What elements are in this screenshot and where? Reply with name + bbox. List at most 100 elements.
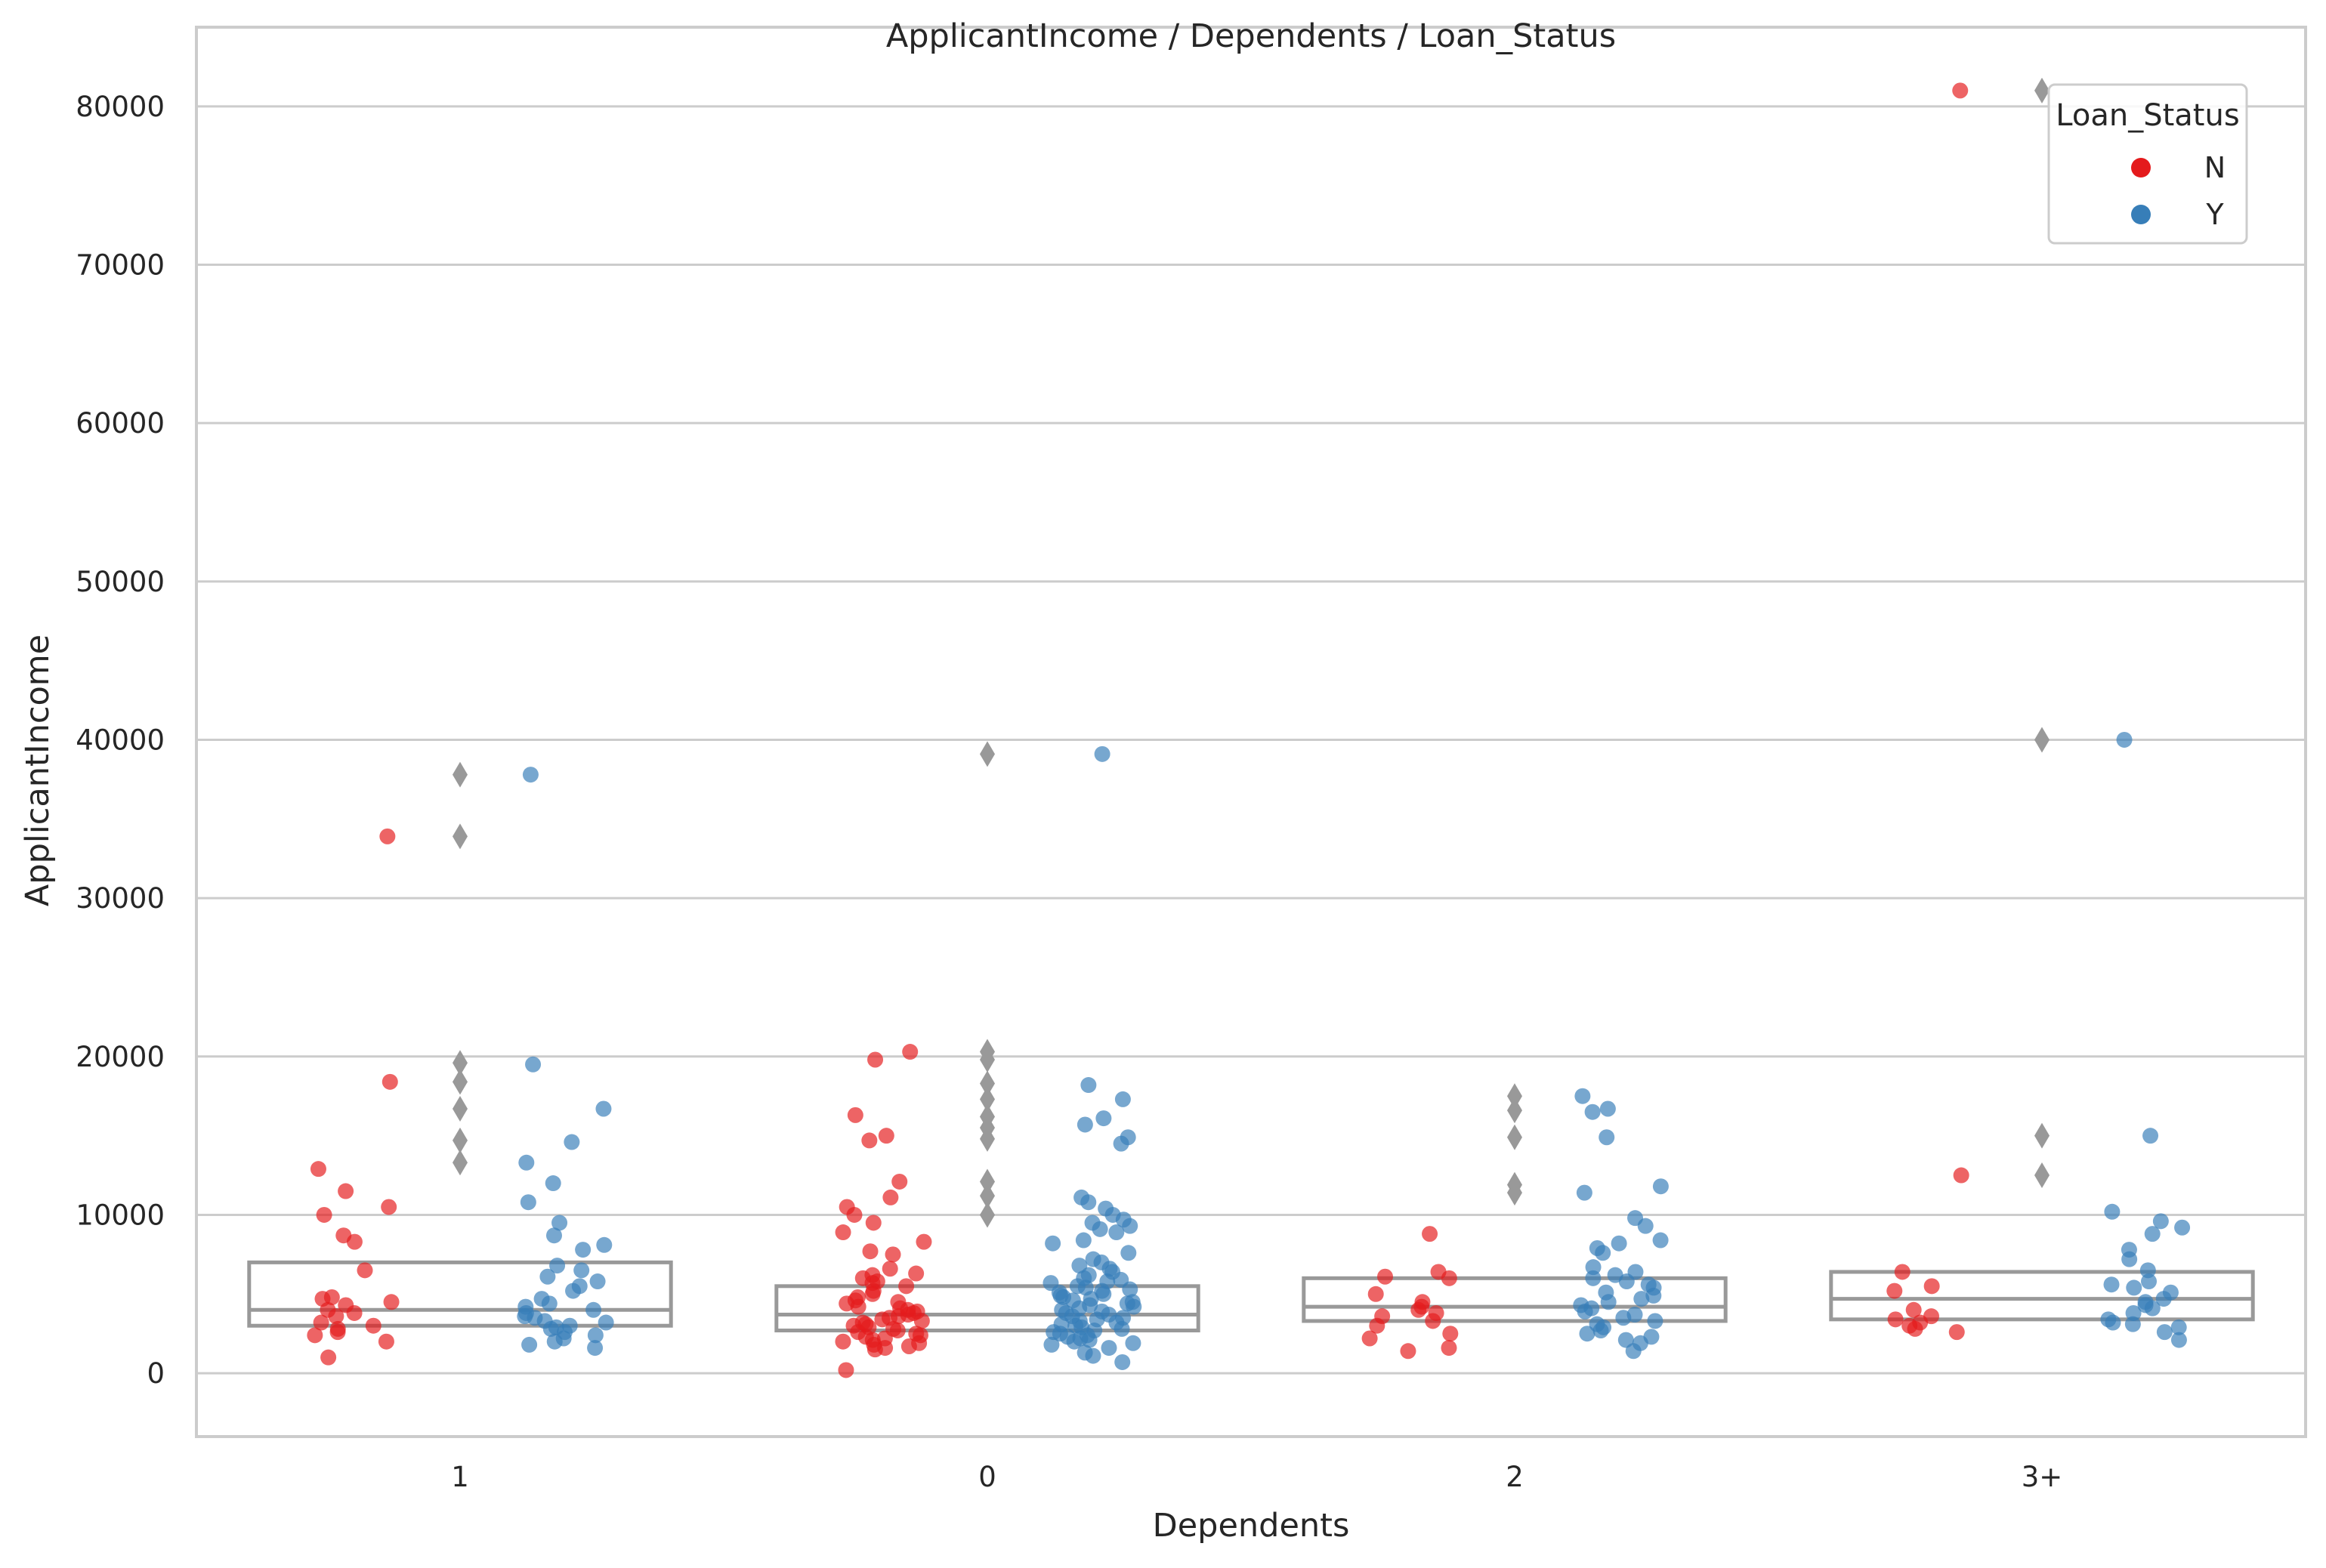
outlier-marker [980, 1047, 995, 1073]
point-n [908, 1265, 925, 1282]
legend-label-n: N [2204, 151, 2226, 184]
point-y [2121, 1251, 2138, 1267]
point-y [1066, 1333, 1083, 1350]
point-y [1595, 1245, 1611, 1261]
point-n [1886, 1282, 1903, 1299]
y-tick-label: 70000 [76, 248, 165, 281]
point-y [1576, 1184, 1592, 1201]
point-y [2170, 1319, 2187, 1335]
point-y [549, 1258, 566, 1274]
outlier-marker [2034, 1122, 2050, 1149]
point-n [381, 1199, 397, 1215]
point-y [587, 1340, 604, 1357]
point-y [2103, 1276, 2120, 1293]
point-n [1953, 1167, 1969, 1184]
point-n [874, 1311, 891, 1328]
point-y [2144, 1226, 2161, 1242]
point-n [913, 1313, 930, 1329]
point-y [1085, 1347, 1101, 1364]
point-n [866, 1341, 883, 1358]
outlier-marker [2034, 727, 2050, 753]
point-y [1120, 1245, 1137, 1261]
point-n [847, 1107, 863, 1123]
point-y [2126, 1279, 2142, 1296]
outlier-marker [1507, 1124, 1522, 1150]
point-y [1126, 1298, 1142, 1315]
point-n [850, 1298, 866, 1315]
point-y [1599, 1129, 1615, 1146]
box-iqr [1302, 1276, 1728, 1323]
legend-title: Loan_Status [2056, 98, 2239, 133]
point-y [1584, 1103, 1601, 1120]
point-y [1092, 1221, 1108, 1237]
legend-marker-y [2131, 205, 2151, 224]
point-y [2174, 1219, 2191, 1236]
y-tick-label: 50000 [76, 566, 165, 598]
point-y [545, 1175, 561, 1192]
point-n [916, 1233, 932, 1250]
point-y [1585, 1270, 1602, 1286]
point-y [1095, 1286, 1112, 1302]
x-axis-label: Dependents [1153, 1507, 1350, 1545]
point-n [1400, 1343, 1416, 1360]
point-y [2144, 1300, 2161, 1316]
outlier-marker [980, 1168, 995, 1195]
outlier-marker [1507, 1083, 1522, 1110]
point-y [1600, 1294, 1617, 1310]
outlier-marker [453, 761, 468, 788]
point-n [885, 1246, 901, 1263]
point-n [835, 1333, 851, 1350]
point-y [551, 1215, 568, 1231]
x-tick-label: 2 [1506, 1461, 1524, 1493]
point-y [1125, 1335, 1141, 1351]
point-y [1618, 1273, 1635, 1290]
grid [196, 105, 2306, 1375]
point-n [882, 1261, 898, 1277]
point-y [539, 1268, 556, 1285]
point-n [329, 1324, 346, 1341]
point-n [861, 1132, 878, 1149]
point-y [573, 1262, 590, 1279]
point-y [546, 1333, 563, 1350]
tick-labels: 0 10000 20000 30000 40000 50000 60000 70000 8000… [76, 91, 2062, 1493]
point-n [1441, 1270, 1457, 1286]
point-n [328, 1308, 344, 1325]
point-n [316, 1206, 332, 1223]
point-y [522, 767, 539, 783]
point-n [1923, 1278, 1940, 1295]
point-y [1645, 1287, 1662, 1304]
point-n [313, 1314, 329, 1331]
y-tick-label: 20000 [76, 1041, 165, 1073]
point-y [1094, 745, 1110, 762]
point-n [357, 1262, 373, 1279]
legend: Loan_Status N Y [2047, 83, 2248, 245]
point-y [1081, 1332, 1098, 1348]
box-iqr [1829, 1270, 2255, 1322]
point-n [898, 1278, 915, 1295]
point-n [1952, 82, 1969, 99]
point-y [1577, 1303, 1593, 1320]
point-y [1585, 1259, 1602, 1276]
outlier-marker [453, 1050, 468, 1076]
point-n [307, 1327, 323, 1344]
point-n [838, 1362, 854, 1378]
point-y [1617, 1332, 1634, 1348]
outlier-marker [1507, 1097, 1522, 1124]
chart-title: ApplicantIncome / Dependents / Loan_Stat… [886, 17, 1616, 55]
point-n [1442, 1326, 1459, 1342]
box-iqr [247, 1260, 673, 1328]
point-y [1637, 1218, 1654, 1234]
outlier-marker [2034, 77, 2050, 103]
point-y [2104, 1203, 2121, 1220]
point-y [518, 1154, 535, 1171]
point-y [1080, 1194, 1097, 1211]
y-tick-label: 60000 [76, 407, 165, 440]
legend-marker-n [2131, 158, 2151, 177]
point-y [1652, 1178, 1669, 1195]
y-tick-label: 80000 [76, 91, 165, 123]
legend-label-y: Y [2205, 198, 2224, 231]
point-y [585, 1301, 602, 1318]
outlier-marker [453, 1150, 468, 1176]
